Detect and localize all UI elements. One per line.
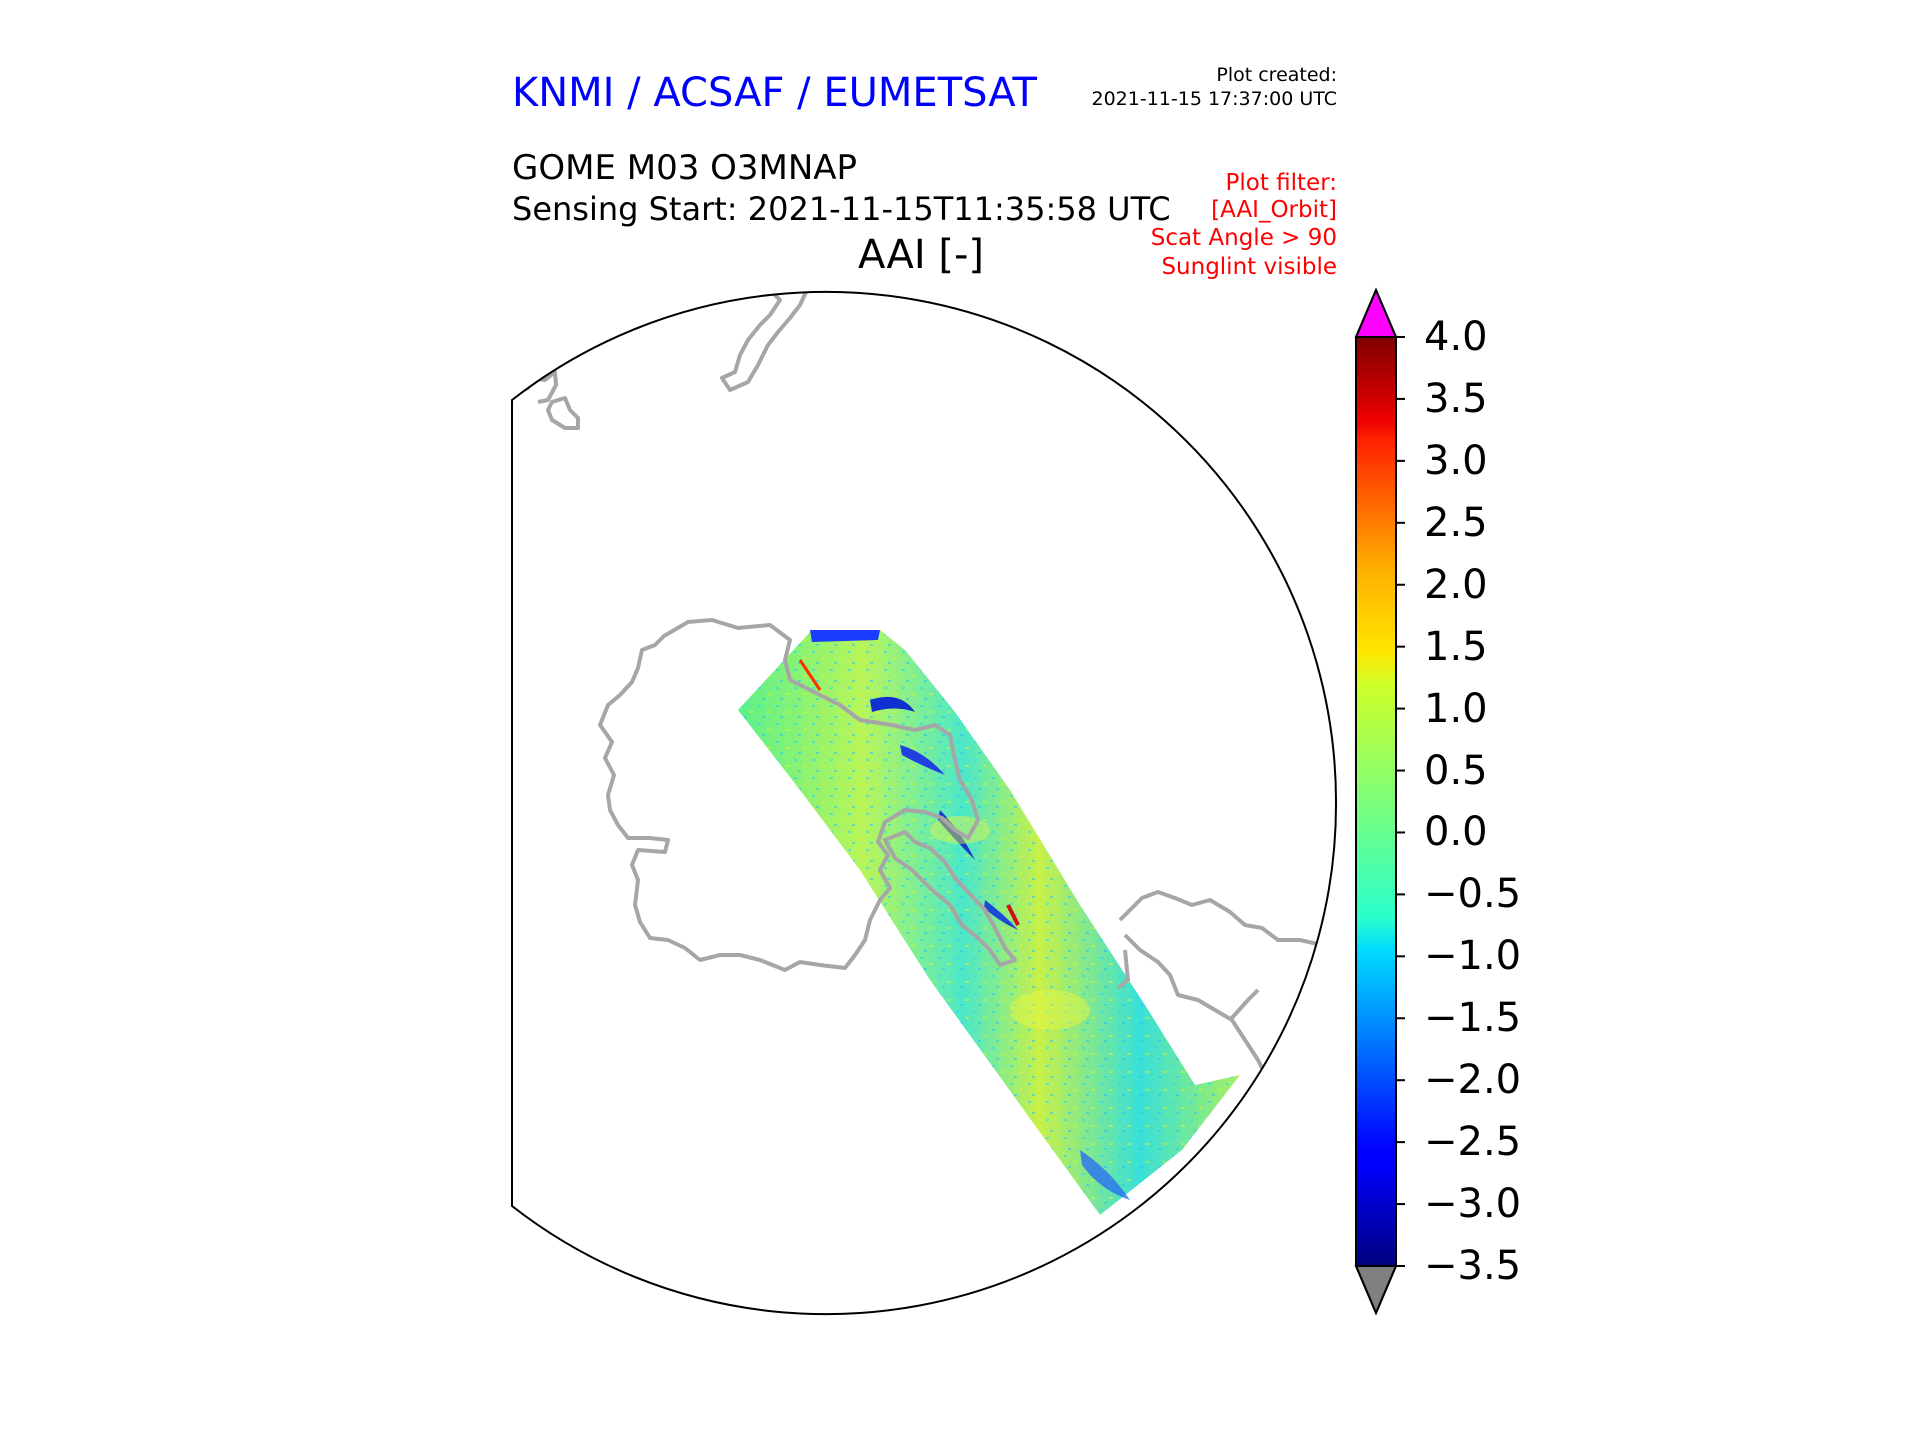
colorbar-tick-label: 2.0 [1424,561,1488,608]
sensing-start: Sensing Start: 2021-11-15T11:35:58 UTC [512,190,1171,228]
plot-filter-item: Scat Angle > 90 [1150,225,1337,251]
colorbar-tick-label: 4.0 [1424,314,1488,360]
colorbar-under-extension [1354,1265,1398,1316]
colorbar-tick-label: −1.0 [1424,933,1522,980]
colorbar-tick-label: −3.0 [1424,1181,1522,1228]
plot-filter-item: Sunglint visible [1161,254,1337,280]
colorbar-tick-label: 0.0 [1424,809,1488,856]
aai-swath [738,630,1240,1215]
colorbar-tick-label: 1.0 [1424,685,1488,732]
colorbar-tick-label: −2.0 [1424,1057,1522,1104]
colorbar-tick-label: 2.5 [1424,499,1488,546]
colorbar-tick-label: 3.5 [1424,375,1488,422]
plot-filter-item: [AAI_Orbit] [1211,197,1337,223]
colorbar-tick-label: 0.5 [1424,747,1488,794]
plot-created-label: Plot created: [1216,64,1337,86]
colorbar-tick-label: −3.5 [1424,1243,1522,1289]
colorbar-tick-label: −0.5 [1424,871,1522,918]
colorbar-tick-label: −1.5 [1424,995,1522,1042]
plot-filter-label: Plot filter: [1225,170,1337,196]
variable-title: AAI [-] [858,232,984,278]
colorbar-tick-label: 1.5 [1424,623,1488,670]
map-area [511,290,1338,1316]
product-title: GOME M03 O3MNAP [512,148,858,188]
colorbar-tick-label: 3.0 [1424,437,1488,484]
colorbar [1354,287,1405,1316]
coastlines [512,291,1337,1081]
colorbar-over-extension [1354,287,1398,338]
map-boundary [511,290,1338,1316]
plot-created-time: 2021-11-15 17:37:00 UTC [1091,88,1338,110]
header-brand: KNMI / ACSAF / EUMETSAT [512,70,1037,116]
colorbar-tick-label: −2.5 [1424,1119,1522,1166]
colorbar-gradient [1356,337,1396,1266]
